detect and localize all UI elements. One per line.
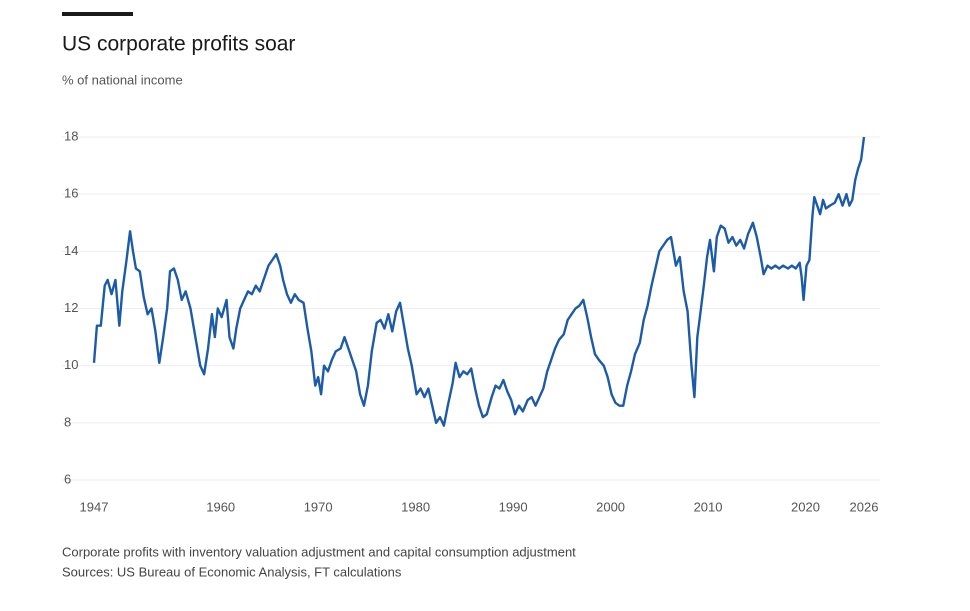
chart-title: US corporate profits soar xyxy=(62,33,295,56)
chart-subtitle: % of national income xyxy=(62,72,183,87)
y-tick-label: 6 xyxy=(64,471,71,486)
y-tick-label: 16 xyxy=(64,186,78,201)
x-tick-label: 1980 xyxy=(401,499,430,514)
title-bar xyxy=(62,12,133,16)
x-tick-label: 1990 xyxy=(499,499,528,514)
y-tick-label: 8 xyxy=(64,414,71,429)
y-tick-label: 14 xyxy=(64,243,78,258)
x-tick-label: 1960 xyxy=(206,499,235,514)
x-tick-label: 1947 xyxy=(80,499,109,514)
source: Sources: US Bureau of Economic Analysis,… xyxy=(62,564,402,579)
x-tick-label: 2020 xyxy=(791,499,820,514)
x-tick-label: 2010 xyxy=(694,499,723,514)
data-line xyxy=(92,136,866,427)
x-tick-label: 1970 xyxy=(304,499,333,514)
x-tick-label: 2000 xyxy=(596,499,625,514)
y-tick-label: 18 xyxy=(64,128,78,143)
y-tick-label: 12 xyxy=(64,300,78,315)
y-tick-label: 10 xyxy=(64,357,78,372)
footnote: Corporate profits with inventory valuati… xyxy=(62,544,576,559)
x-tick-label: 2026 xyxy=(850,499,879,514)
